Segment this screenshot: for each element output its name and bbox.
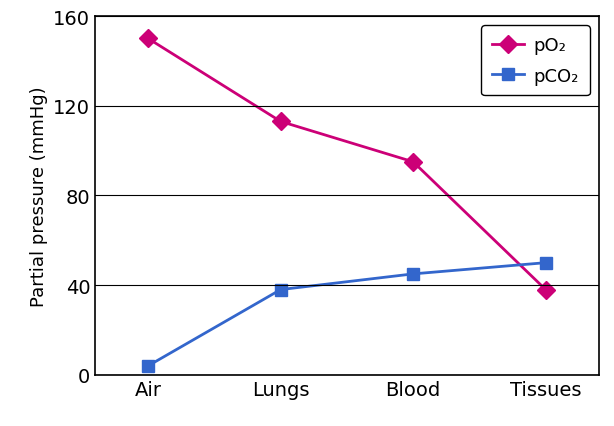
Y-axis label: Partial pressure (mmHg): Partial pressure (mmHg)	[29, 86, 48, 306]
pO₂	[542, 288, 550, 293]
pCO₂	[144, 363, 152, 368]
pCO₂	[542, 261, 550, 266]
Line: pCO₂: pCO₂	[142, 257, 552, 372]
Line: pO₂: pO₂	[142, 33, 552, 296]
pO₂	[144, 37, 152, 42]
Legend: pO₂, pCO₂: pO₂, pCO₂	[481, 26, 589, 96]
pCO₂	[277, 288, 284, 293]
pO₂	[277, 120, 284, 125]
pCO₂	[410, 272, 417, 277]
pO₂	[410, 160, 417, 165]
